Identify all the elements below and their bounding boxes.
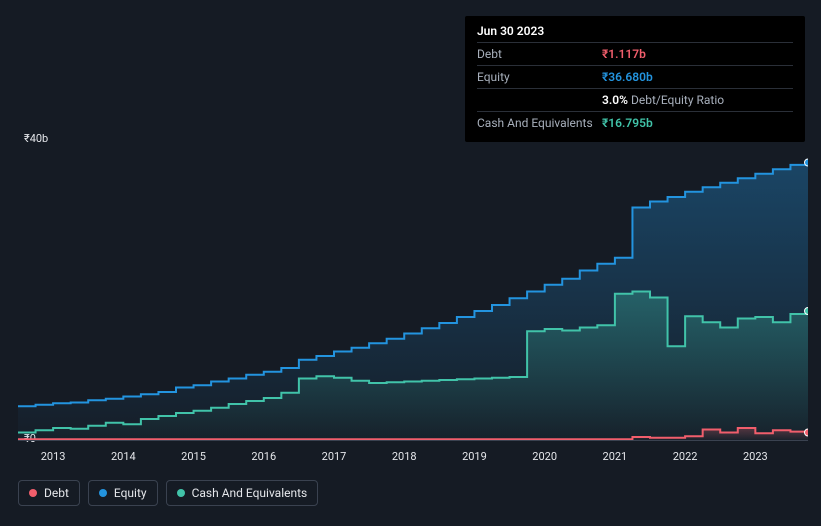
chart-baseline [18, 440, 808, 441]
tooltip-label: Cash And Equivalents [477, 116, 602, 130]
chart-plot-area [18, 140, 808, 440]
tooltip-value: ₹1.117b [602, 47, 646, 61]
x-axis-label: 2015 [181, 450, 206, 463]
chart-legend: Debt Equity Cash And Equivalents [18, 480, 318, 506]
tooltip-row: 3.0%Debt/Equity Ratio [477, 88, 793, 111]
tooltip-label: Equity [477, 70, 602, 84]
x-axis-label: 2018 [392, 450, 417, 463]
x-axis-label: 2020 [532, 450, 557, 463]
x-axis-label: 2022 [673, 450, 698, 463]
tooltip-label [477, 93, 602, 107]
tooltip-row: Debt₹1.117b [477, 42, 793, 65]
x-axis-label: 2019 [462, 450, 487, 463]
legend-item-cash-and-equivalents[interactable]: Cash And Equivalents [166, 480, 319, 506]
tooltip-value: ₹16.795b [602, 116, 653, 130]
legend-label: Cash And Equivalents [192, 486, 308, 500]
tooltip-value: ₹36.680b [602, 70, 653, 84]
chart-x-axis: 2013 2014 2015 2016 2017 2018 2019 2020 2021 2022… [18, 450, 808, 470]
legend-dot-icon [99, 489, 107, 497]
x-axis-label: 2016 [251, 450, 276, 463]
legend-item-equity[interactable]: Equity [88, 480, 158, 506]
equity-end-dot [805, 159, 809, 166]
x-axis-label: 2013 [41, 450, 66, 463]
x-axis-label: 2023 [743, 450, 768, 463]
tooltip-row: Cash And Equivalents₹16.795b [477, 111, 793, 134]
tooltip-ratio: 3.0%Debt/Equity Ratio [602, 93, 724, 107]
x-axis-label: 2017 [322, 450, 347, 463]
legend-dot-icon [29, 489, 37, 497]
legend-label: Equity [114, 486, 147, 500]
cash-end-dot [805, 308, 809, 315]
chart-tooltip: Jun 30 2023 Debt₹1.117bEquity₹36.680b3.0… [465, 16, 805, 142]
legend-dot-icon [177, 489, 185, 497]
debt-end-dot [805, 429, 809, 436]
x-axis-label: 2014 [111, 450, 136, 463]
tooltip-label: Debt [477, 47, 602, 61]
legend-item-debt[interactable]: Debt [18, 480, 80, 506]
tooltip-date: Jun 30 2023 [477, 24, 793, 42]
x-axis-label: 2021 [603, 450, 628, 463]
legend-label: Debt [44, 486, 69, 500]
tooltip-row: Equity₹36.680b [477, 65, 793, 88]
